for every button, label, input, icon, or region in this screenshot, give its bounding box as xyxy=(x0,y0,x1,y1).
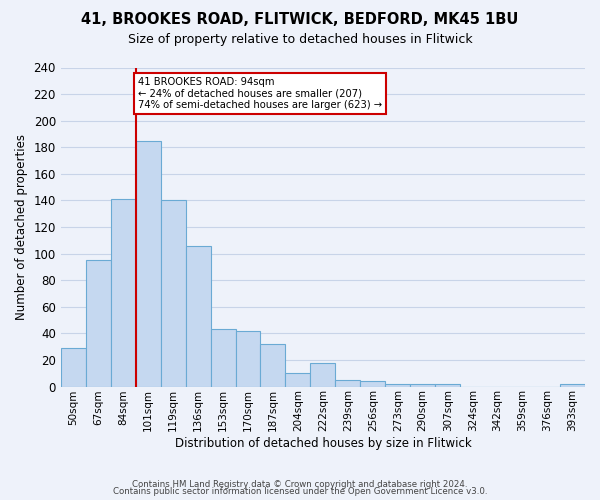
Bar xyxy=(385,384,410,386)
Bar xyxy=(136,140,161,386)
Bar xyxy=(211,330,236,386)
Bar xyxy=(185,246,211,386)
Bar xyxy=(361,381,385,386)
Bar xyxy=(410,384,435,386)
Text: Size of property relative to detached houses in Flitwick: Size of property relative to detached ho… xyxy=(128,32,472,46)
Text: 41, BROOKES ROAD, FLITWICK, BEDFORD, MK45 1BU: 41, BROOKES ROAD, FLITWICK, BEDFORD, MK4… xyxy=(82,12,518,28)
Bar xyxy=(161,200,185,386)
Text: Contains HM Land Registry data © Crown copyright and database right 2024.: Contains HM Land Registry data © Crown c… xyxy=(132,480,468,489)
Bar xyxy=(61,348,86,387)
Bar xyxy=(335,380,361,386)
Bar xyxy=(310,362,335,386)
Bar xyxy=(286,373,310,386)
Y-axis label: Number of detached properties: Number of detached properties xyxy=(15,134,28,320)
Bar xyxy=(435,384,460,386)
Bar xyxy=(560,384,585,386)
Bar xyxy=(260,344,286,387)
Bar xyxy=(236,330,260,386)
X-axis label: Distribution of detached houses by size in Flitwick: Distribution of detached houses by size … xyxy=(175,437,471,450)
Bar xyxy=(86,260,111,386)
Text: Contains public sector information licensed under the Open Government Licence v3: Contains public sector information licen… xyxy=(113,488,487,496)
Text: 41 BROOKES ROAD: 94sqm
← 24% of detached houses are smaller (207)
74% of semi-de: 41 BROOKES ROAD: 94sqm ← 24% of detached… xyxy=(138,77,382,110)
Bar xyxy=(111,199,136,386)
